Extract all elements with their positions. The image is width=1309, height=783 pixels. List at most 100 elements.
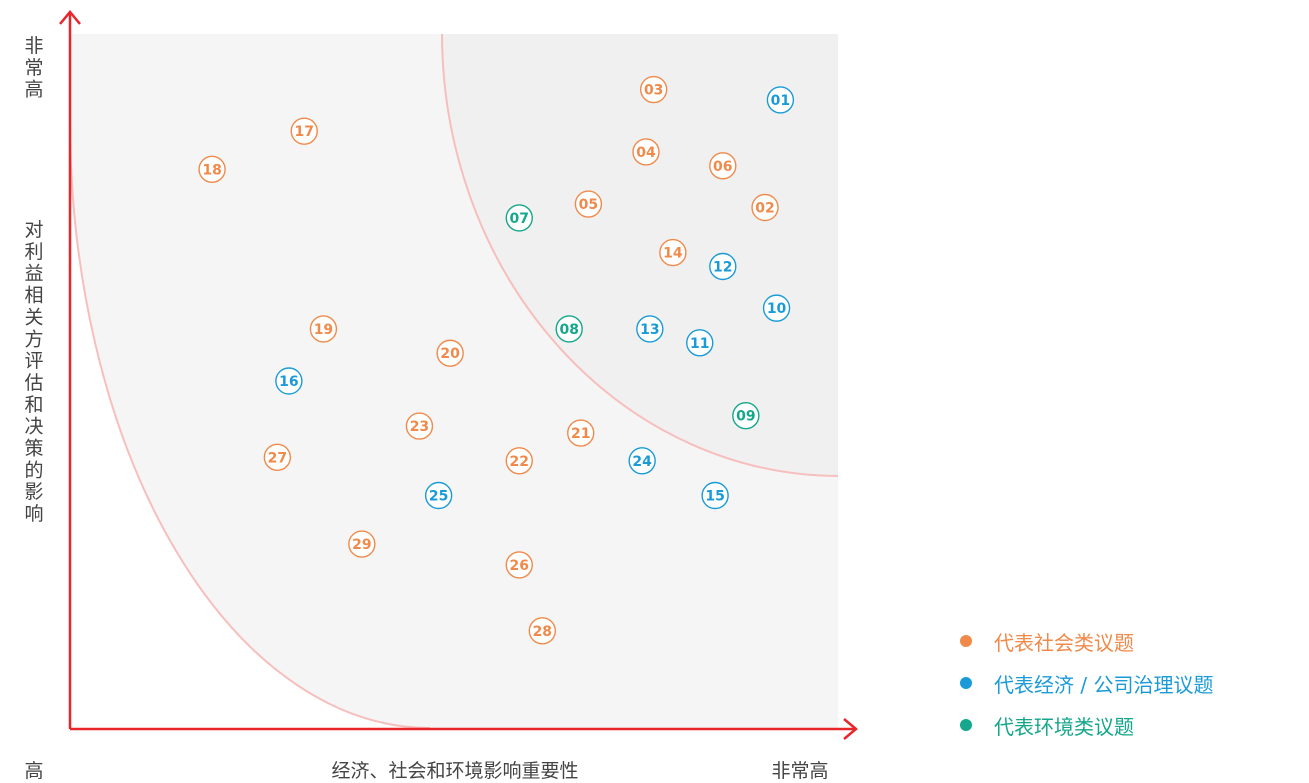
data-point-label: 25 [429,489,448,505]
data-point-label: 17 [294,124,313,140]
data-point-label: 07 [510,211,529,227]
data-point-marker [505,551,533,579]
data-points-group: 02 03 04 05 06 14 17 18 19 20 21 22 23 26 27 28 29 01 10 11… [198,75,795,645]
data-point-label: 13 [640,322,659,338]
data-point-label: 21 [571,426,590,442]
data-point-label: 24 [632,454,652,470]
data-point-label: 03 [644,83,663,99]
data-point-01: 01 [766,86,795,114]
y-axis-high-label: 非常高 [24,35,43,101]
data-point-marker [348,530,376,558]
data-point-marker [263,443,292,472]
data-point-marker [762,294,791,322]
data-point-label: 08 [559,322,578,338]
data-point-marker [686,329,714,357]
data-point-label: 11 [690,336,709,352]
data-point-25: 25 [424,481,453,510]
y-axis-title: 对利益相关方评估和决策的影响 [24,219,43,525]
outer-boundary-arc [69,119,431,729]
data-point-marker [659,238,687,267]
x-axis-low-label: 高 [24,760,43,782]
data-point-16: 16 [275,367,303,395]
data-point-label: 01 [771,93,790,109]
data-point-marker [424,481,453,510]
data-point-22: 22 [505,447,533,475]
legend-dot-environmental [960,719,972,731]
data-point-17: 17 [290,117,318,145]
data-point-label: 05 [579,197,598,213]
data-point-28: 28 [528,617,557,645]
data-point-label: 09 [736,409,755,425]
data-point-marker [198,155,226,184]
data-point-marker [528,617,557,645]
data-point-marker [290,117,318,145]
data-point-label: 26 [510,558,529,574]
data-point-13: 13 [636,315,664,343]
legend-item-social: 代表社会类议题 [960,620,1213,662]
data-point-label: 02 [755,201,774,217]
data-point-label: 22 [510,454,529,470]
data-point-06: 06 [709,152,737,180]
data-point-24: 24 [628,447,656,475]
data-point-label: 19 [314,322,333,338]
data-point-18: 18 [198,155,226,184]
legend-label-environmental: 代表环境类议题 [994,714,1134,739]
x-axis-arrow-icon [843,718,858,740]
data-point-03: 03 [639,75,668,104]
data-point-label: 06 [713,159,732,175]
legend-label-social: 代表社会类议题 [994,630,1134,655]
legend-dot-economic [960,677,972,689]
data-point-09: 09 [732,402,760,430]
legend-dot-social [960,635,972,647]
data-point-05: 05 [574,190,603,218]
data-point-23: 23 [405,412,434,440]
high-zone-region [442,34,838,476]
data-point-marker [766,86,795,114]
low-zone-white-region [70,120,430,728]
data-point-marker [628,447,656,475]
legend-label-economic: 代表经济 / 公司治理议题 [994,672,1214,697]
data-point-marker [639,75,668,104]
legend-item-environmental: 代表环境类议题 [960,704,1213,746]
data-point-label: 15 [705,489,724,505]
data-point-marker [555,315,583,343]
data-point-label: 10 [767,301,787,317]
data-point-marker [405,412,434,440]
data-point-marker [505,447,533,475]
y-axis-arrow-icon [59,10,81,25]
data-point-marker [709,252,737,281]
data-point-marker [567,419,595,447]
data-point-marker [636,315,664,343]
data-point-label: 18 [202,162,221,178]
x-axis-high-label: 非常高 [771,760,828,782]
data-point-26: 26 [505,551,533,579]
data-point-10: 10 [762,294,791,322]
data-point-label: 28 [533,624,552,640]
data-point-19: 19 [309,315,338,343]
data-point-label: 16 [279,374,298,390]
data-point-marker [632,138,660,166]
data-point-label: 23 [410,419,429,435]
data-point-label: 20 [440,346,460,362]
data-point-08: 08 [555,315,583,343]
data-point-21: 21 [567,419,595,447]
data-point-14: 14 [659,238,687,267]
data-point-marker [275,367,303,395]
data-point-marker [709,152,737,180]
data-point-04: 04 [632,138,660,166]
data-point-29: 29 [348,530,376,558]
data-point-15: 15 [701,481,729,510]
data-point-marker [701,481,729,510]
data-point-marker [309,315,338,343]
data-point-marker [574,190,603,218]
data-point-label: 04 [636,145,656,161]
data-point-11: 11 [686,329,714,357]
data-point-marker [436,339,464,367]
inner-boundary-arc [441,33,839,477]
data-point-20: 20 [436,339,464,367]
data-point-label: 29 [352,537,371,553]
data-point-marker [751,193,779,222]
data-point-label: 27 [268,450,287,466]
x-axis-title: 经济、社会和环境影响重要性 [331,760,578,782]
